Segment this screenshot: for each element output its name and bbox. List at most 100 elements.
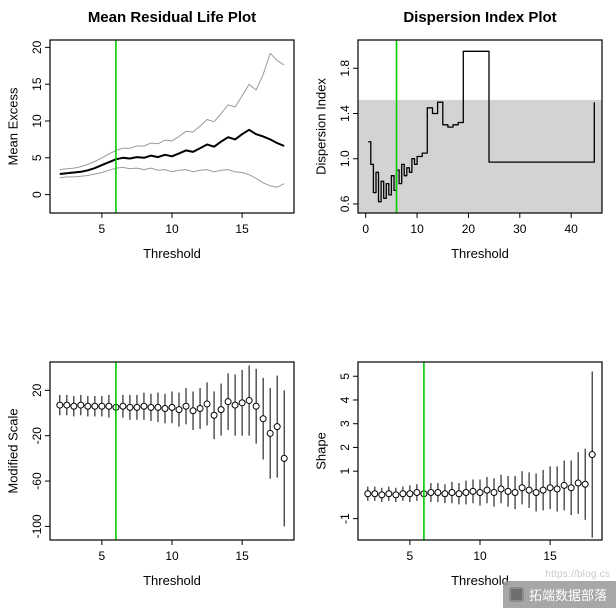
x-tick-label: 20 [462, 222, 476, 236]
data-point [483, 486, 491, 494]
data-point [210, 411, 218, 419]
data-point [553, 485, 561, 493]
data-point [364, 490, 372, 498]
data-point [385, 490, 393, 498]
x-axis-label: Threshold [451, 573, 509, 588]
data-point [259, 415, 267, 423]
plot-box [357, 39, 603, 214]
data-point [497, 485, 505, 493]
data-point [280, 454, 288, 462]
confidence-band [358, 99, 602, 213]
data-point [574, 479, 582, 487]
data-point [98, 402, 106, 410]
data-point [105, 402, 113, 410]
data-point [70, 402, 78, 410]
dispersion-index-line [368, 50, 595, 203]
chart-title: Dispersion Index Plot [403, 9, 556, 26]
data-point [154, 403, 162, 411]
data-point [406, 490, 414, 498]
y-tick-label: 1 [338, 468, 352, 475]
data-point [581, 480, 589, 488]
plot-box [49, 39, 295, 214]
y-tick-label: 5 [338, 373, 352, 380]
data-point [441, 490, 449, 498]
data-point [525, 486, 533, 494]
data-point [273, 423, 281, 431]
data-point [175, 406, 183, 414]
y-tick-label: 20 [30, 383, 44, 397]
x-tick-label: 10 [165, 549, 179, 563]
data-point [539, 486, 547, 494]
mean-residual-life-plot: 5 10 15 0 5 10 15 20 Mean Residual Life Plot Thre… [5, 9, 295, 261]
data-point [518, 484, 526, 492]
lower-ci-line [59, 166, 285, 188]
data-point [511, 489, 519, 497]
data-point [378, 491, 386, 499]
x-axis-label: Threshold [451, 246, 509, 261]
data-point [399, 490, 407, 498]
y-tick-label: 5 [30, 154, 44, 161]
data-point [504, 487, 512, 495]
x-tick-label: 10 [165, 222, 179, 236]
data-point [462, 489, 470, 497]
data-point [189, 407, 197, 415]
y-tick-label: 0.6 [338, 195, 352, 212]
x-tick-label: 5 [407, 549, 414, 563]
data-point [133, 403, 141, 411]
data-point [392, 491, 400, 499]
y-tick-label: -100 [30, 514, 44, 538]
y-axis-label: Dispersion Index [313, 78, 328, 175]
data-point [567, 484, 575, 492]
data-point [238, 399, 246, 407]
y-tick-label: 1.8 [338, 60, 352, 77]
data-point [490, 489, 498, 497]
x-tick-label: 15 [543, 549, 557, 563]
x-tick-label: 15 [235, 549, 249, 563]
x-tick-label: 5 [99, 222, 106, 236]
data-point [588, 451, 596, 459]
data-point [91, 402, 99, 410]
data-point [77, 401, 85, 409]
x-tick-label: 10 [473, 549, 487, 563]
data-point [448, 489, 456, 497]
data-point [266, 429, 274, 437]
data-point [147, 403, 155, 411]
data-point [546, 484, 554, 492]
x-tick-label: 30 [513, 222, 527, 236]
modified-scale-plot: 5 10 15 -100 -60 -20 20 Threshold Modified Scale [5, 361, 295, 588]
x-axis-label: Threshold [143, 246, 201, 261]
x-tick-label: 0 [362, 222, 369, 236]
data-point [56, 401, 64, 409]
data-point [224, 398, 232, 406]
x-tick-label: 5 [99, 549, 106, 563]
data-point [196, 404, 204, 412]
y-tick-label: 10 [30, 114, 44, 128]
shape-plot: 5 10 15 -1 1 2 3 4 5 Threshold Shape [313, 361, 603, 588]
y-tick-label: 15 [30, 77, 44, 91]
y-tick-label: -60 [30, 472, 44, 490]
y-tick-label: -20 [30, 427, 44, 445]
y-tick-label: 1.0 [338, 150, 352, 167]
y-tick-label: 0 [30, 191, 44, 198]
data-point [182, 402, 190, 410]
y-tick-label: 3 [338, 420, 352, 427]
data-point [140, 402, 148, 410]
y-tick-label: 20 [30, 40, 44, 54]
data-point [63, 401, 71, 409]
plot-box [49, 361, 295, 541]
plot-box [357, 361, 603, 541]
data-point [413, 489, 421, 497]
x-tick-label: 40 [564, 222, 578, 236]
data-point [126, 403, 134, 411]
data-point [84, 402, 92, 410]
data-point [203, 400, 211, 408]
data-point [455, 490, 463, 498]
data-point [231, 401, 239, 409]
mean-excess-line [59, 128, 285, 175]
data-point [434, 489, 442, 497]
data-point [532, 489, 540, 497]
y-axis-label: Mean Excess [5, 87, 20, 166]
data-point [119, 402, 127, 410]
chart-title: Mean Residual Life Plot [88, 9, 256, 26]
